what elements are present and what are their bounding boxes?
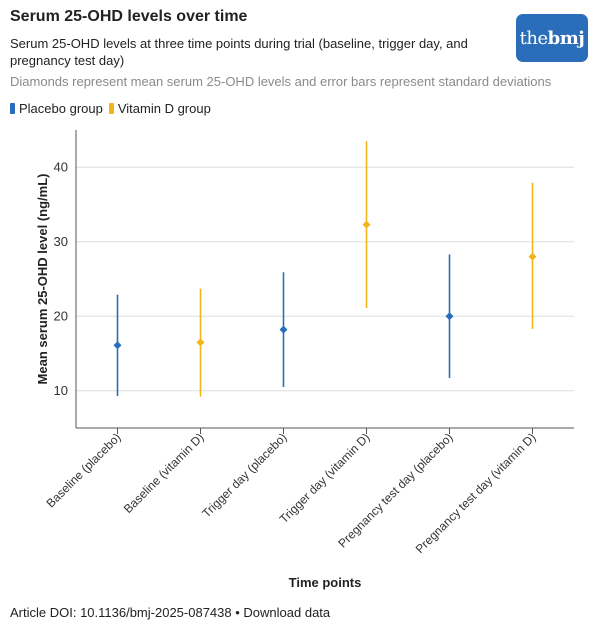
chart-svg: 10 20 30 40 Mean serum 25-OHD level (ng/mL) T… <box>35 130 574 590</box>
legend-item-placebo[interactable]: Placebo group <box>10 101 103 116</box>
mean-diamond <box>445 312 454 321</box>
x-tick-label: Baseline (placebo) <box>43 430 123 510</box>
legend-label-placebo: Placebo group <box>19 101 103 116</box>
footer: Article DOI: 10.1136/bmj-2025-087438 • D… <box>10 605 330 620</box>
mean-diamond <box>362 220 371 229</box>
y-tick-label: 40 <box>54 159 68 174</box>
legend-label-vitamin-d: Vitamin D group <box>117 101 211 116</box>
mean-diamond <box>279 325 288 334</box>
x-axis-label: Time points <box>289 575 362 590</box>
y-tick-label: 30 <box>54 234 68 249</box>
y-axis-label: Mean serum 25-OHD level (ng/mL) <box>35 174 50 385</box>
mean-diamond <box>528 252 537 261</box>
x-tick-label: Baseline (vitamin D) <box>121 430 207 516</box>
logo-the-text: the <box>519 27 548 49</box>
chart-title: Serum 25-OHD levels over time <box>10 8 248 25</box>
logo-bmj-text: bmj <box>547 27 585 49</box>
article-doi[interactable]: Article DOI: 10.1136/bmj-2025-087438 <box>10 605 232 620</box>
legend-swatch-placebo <box>10 103 15 114</box>
y-tick-label: 10 <box>54 383 68 398</box>
x-tick-label: Trigger day (vitamin D) <box>277 430 373 526</box>
legend-item-vitamin-d[interactable]: Vitamin D group <box>108 101 211 116</box>
y-tick-label: 20 <box>54 308 68 323</box>
mean-diamond <box>113 341 122 350</box>
mean-diamond <box>196 338 205 347</box>
download-data-link[interactable]: Download data <box>243 605 331 620</box>
legend: Placebo group Vitamin D group <box>10 101 211 116</box>
chart-subtitle: Serum 25-OHD levels at three time points… <box>10 36 468 68</box>
bmj-logo[interactable]: the bmj <box>516 14 588 62</box>
x-tick-label: Trigger day (placebo) <box>199 430 289 520</box>
footer-separator: • <box>235 605 240 620</box>
chart-note: Diamonds represent mean serum 25-OHD lev… <box>10 74 552 89</box>
legend-swatch-vitamin-d <box>108 103 114 114</box>
